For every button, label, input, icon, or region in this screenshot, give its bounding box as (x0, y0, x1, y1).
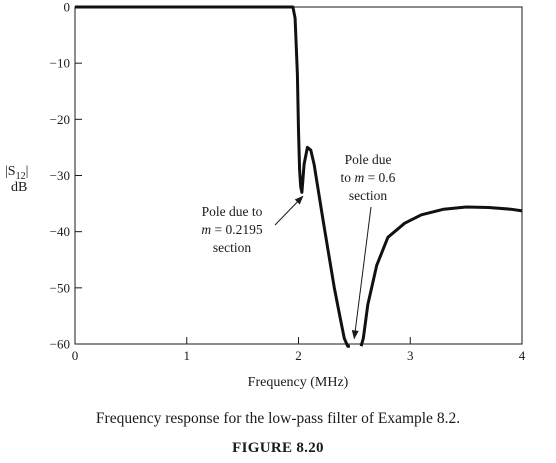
y-tick-label: −10 (50, 56, 70, 71)
x-tick-label: 2 (295, 348, 302, 363)
response-curve-segment-2 (359, 205, 523, 347)
annotation-pole-m-0.2195: Pole due to m = 0.2195 section (201, 195, 304, 255)
tick-marks (75, 62, 411, 344)
x-tick-label: 0 (72, 348, 79, 363)
y-tick-label: −20 (50, 112, 70, 127)
annotation-2-arrow (351, 206, 372, 340)
x-tick-labels: 0 1 2 3 4 (72, 348, 526, 363)
y-tick-label: −40 (50, 224, 70, 239)
annotation-1-line-1: Pole due to (202, 204, 263, 219)
x-tick-label: 1 (184, 348, 191, 363)
x-axis-label: Frequency (MHz) (248, 375, 349, 390)
y-tick-label: 0 (64, 0, 71, 15)
y-tick-label: −30 (50, 168, 70, 183)
annotation-1-line-2: m = 0.2195 (201, 222, 262, 237)
y-tick-label: −60 (50, 337, 70, 352)
response-curve-segment-1 (75, 5, 350, 348)
annotation-2-line-1: Pole due (345, 152, 392, 167)
x-tick-label: 3 (407, 348, 414, 363)
x-tick-label: 4 (519, 348, 526, 363)
chart: 0 −10 −20 −30 −40 −50 −60 0 1 2 3 4 |S12| dB Frequ… (5, 0, 526, 390)
series-lines (75, 5, 523, 348)
y-tick-labels: 0 −10 −20 −30 −40 −50 −60 (50, 0, 70, 352)
annotation-1-arrow (274, 195, 304, 226)
annotation-2-line-2: to m = 0.6 (341, 170, 396, 185)
figure-label: FIGURE 8.20 (232, 440, 324, 456)
figure-caption: Frequency response for the low-pass filt… (95, 410, 461, 427)
y-tick-label: −50 (50, 280, 70, 295)
y-axis-label-unit: dB (11, 180, 27, 195)
y-axis-label-magnitude: |S12| (5, 164, 28, 182)
annotation-2-line-3: section (349, 188, 387, 203)
annotation-1-line-3: section (213, 240, 251, 255)
annotation-pole-m-0.6: Pole due to m = 0.6 section (341, 152, 396, 340)
